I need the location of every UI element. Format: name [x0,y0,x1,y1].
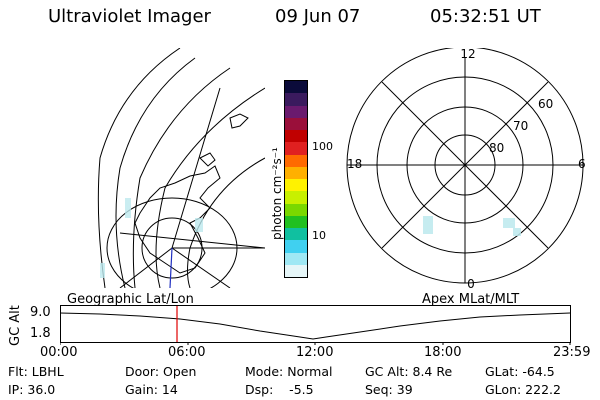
timeline-xtick-1200: 12:00 [296,345,334,360]
colorbar-segment [285,142,307,155]
colorbar-tick-100: 100 [312,140,333,153]
timeline-ytick-min: 1.8 [30,326,51,341]
timeline-plot [60,305,571,345]
status-flt: Flt: LBHL [8,364,64,379]
date-label: 09 Jun 07 [275,6,361,27]
colorbar-segment [285,130,307,143]
colorbar-segment [285,179,307,192]
status-door: Door: Open [125,364,197,379]
colorbar-segment [285,228,307,241]
geographic-map [97,48,265,288]
polar-label-bottom: 0 [467,277,475,288]
lat-label-80: 80 [489,141,504,155]
timeline-xtick-1800: 18:00 [424,345,462,360]
timeline-ylabel: GC Alt [8,305,23,346]
lat-label-70: 70 [513,119,528,133]
colorbar-segment [285,240,307,253]
colorbar-segment [285,81,307,94]
time-label: 05:32:51 UT [430,6,541,27]
colorbar-segment [285,191,307,204]
timeline-left-title: Geographic Lat/Lon [67,292,194,307]
colorbar-segment [285,166,307,179]
colorbar-segment [285,117,307,130]
polar-label-right: 6 [578,157,586,171]
timeline-right-title: Apex MLat/MLT [422,292,520,307]
colorbar-segment [285,154,307,167]
timeline-xtick-0600: 06:00 [168,345,206,360]
status-glon: GLon: 222.2 [485,382,561,397]
colorbar [284,80,308,278]
polar-label-left: 18 [347,157,362,171]
colorbar-segment [285,203,307,216]
colorbar-tick-10: 10 [312,229,326,242]
timeline-xtick-0000: 00:00 [40,345,78,360]
colorbar-unit-label: photon cm⁻²s⁻¹ [270,147,284,240]
polar-label-top: 12 [460,48,475,61]
status-gcalt: GC Alt: 8.4 Re [365,364,453,379]
status-glat: GLat: -64.5 [485,364,555,379]
status-dsp: Dsp: -5.5 [245,382,314,397]
status-seq: Seq: 39 [365,382,413,397]
instrument-title: Ultraviolet Imager [48,6,211,27]
timeline-ytick-max: 9.0 [30,305,51,320]
status-mode: Mode: Normal [245,364,333,379]
status-gain: Gain: 14 [125,382,178,397]
colorbar-segment [285,105,307,118]
colorbar-segment [285,93,307,106]
lat-label-60: 60 [538,97,553,111]
colorbar-segment [285,252,307,265]
polar-plot: 12 18 6 0 60 70 80 [346,48,586,288]
colorbar-segment [285,264,307,277]
timeline-xtick-2359: 23:59 [553,345,591,360]
status-ip: IP: 36.0 [8,382,56,397]
colorbar-segment [285,215,307,228]
